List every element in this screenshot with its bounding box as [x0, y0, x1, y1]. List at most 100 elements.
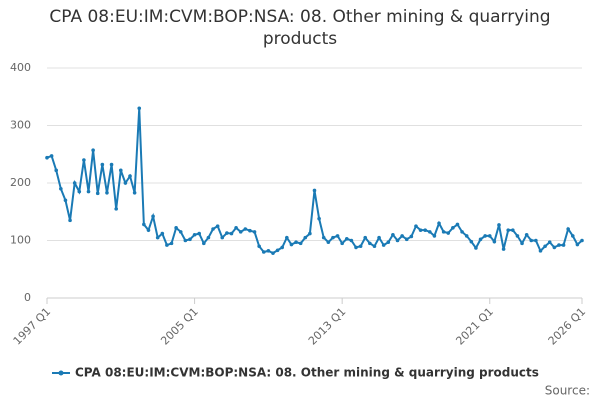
point — [497, 223, 501, 227]
point — [54, 168, 59, 173]
point — [72, 181, 77, 185]
point — [363, 235, 368, 240]
point — [501, 247, 506, 251]
point — [266, 249, 271, 253]
y-tick-label: 0 — [24, 291, 31, 304]
x-tick-label: 2026 Q1 — [546, 305, 589, 348]
point — [257, 244, 261, 249]
point — [455, 222, 460, 227]
point — [335, 234, 340, 238]
point — [275, 248, 280, 253]
x-tick-label: 2021 Q1 — [453, 305, 496, 348]
point — [515, 234, 520, 238]
point — [197, 231, 201, 236]
point — [520, 241, 524, 246]
point — [146, 228, 151, 232]
point — [280, 245, 285, 250]
x-tick-label: 2005 Q1 — [158, 305, 201, 348]
point — [86, 189, 91, 194]
point — [368, 241, 372, 246]
point — [220, 235, 225, 240]
point — [91, 148, 95, 153]
legend-label: CPA 08:EU:IM:CVM:BOP:NSA: 08. Other mini… — [75, 366, 539, 380]
point — [123, 181, 128, 185]
point — [109, 162, 114, 167]
point — [243, 227, 248, 231]
point — [100, 162, 105, 167]
point — [524, 232, 529, 237]
point — [331, 235, 335, 240]
point — [271, 251, 275, 255]
point — [511, 228, 515, 232]
point — [354, 245, 358, 250]
point — [381, 243, 386, 247]
point — [294, 240, 298, 245]
point — [538, 249, 543, 253]
point — [303, 235, 308, 240]
point — [165, 243, 169, 247]
point — [395, 238, 400, 243]
point — [344, 236, 349, 241]
point — [404, 237, 409, 242]
point — [49, 154, 54, 158]
point — [487, 234, 492, 238]
source: Source: — [545, 384, 590, 398]
point — [580, 238, 584, 243]
point — [492, 239, 497, 244]
point — [552, 245, 557, 250]
point — [386, 240, 391, 245]
point — [95, 191, 100, 196]
point — [446, 231, 451, 235]
point — [409, 234, 414, 239]
point — [321, 235, 326, 240]
point — [340, 241, 344, 246]
point — [478, 237, 483, 242]
point — [248, 228, 252, 233]
point — [206, 235, 211, 240]
point — [326, 240, 331, 245]
point — [460, 230, 464, 234]
point — [414, 224, 418, 228]
point — [82, 158, 86, 162]
legend-marker — [58, 370, 64, 376]
point — [441, 230, 446, 234]
point — [225, 231, 229, 235]
point — [534, 238, 538, 243]
point — [432, 234, 437, 238]
point — [358, 244, 363, 249]
point — [543, 244, 547, 249]
point — [211, 227, 215, 231]
chart-title: CPA 08:EU:IM:CVM:BOP:NSA: 08. Other mini… — [49, 7, 551, 49]
point — [575, 242, 580, 247]
point — [474, 246, 478, 250]
point — [298, 241, 303, 246]
point — [192, 232, 197, 237]
point — [391, 232, 395, 237]
x-tick-label: 1997 Q1 — [11, 305, 54, 348]
y-tick-label: 200 — [10, 176, 31, 189]
point — [183, 238, 188, 243]
point — [437, 221, 441, 226]
point — [289, 242, 294, 247]
point — [118, 168, 123, 173]
point — [238, 230, 243, 234]
point — [202, 241, 206, 246]
point — [561, 243, 566, 247]
point — [45, 155, 49, 160]
point — [570, 234, 575, 238]
point — [137, 106, 142, 111]
point — [261, 250, 266, 254]
point — [285, 235, 289, 240]
point — [312, 188, 317, 193]
point — [142, 222, 146, 227]
point — [547, 240, 552, 245]
point — [377, 235, 381, 240]
point — [483, 234, 487, 238]
y-tick-label: 100 — [10, 234, 31, 247]
point — [105, 190, 109, 195]
point — [132, 190, 137, 195]
point — [469, 239, 474, 244]
point — [529, 238, 534, 243]
